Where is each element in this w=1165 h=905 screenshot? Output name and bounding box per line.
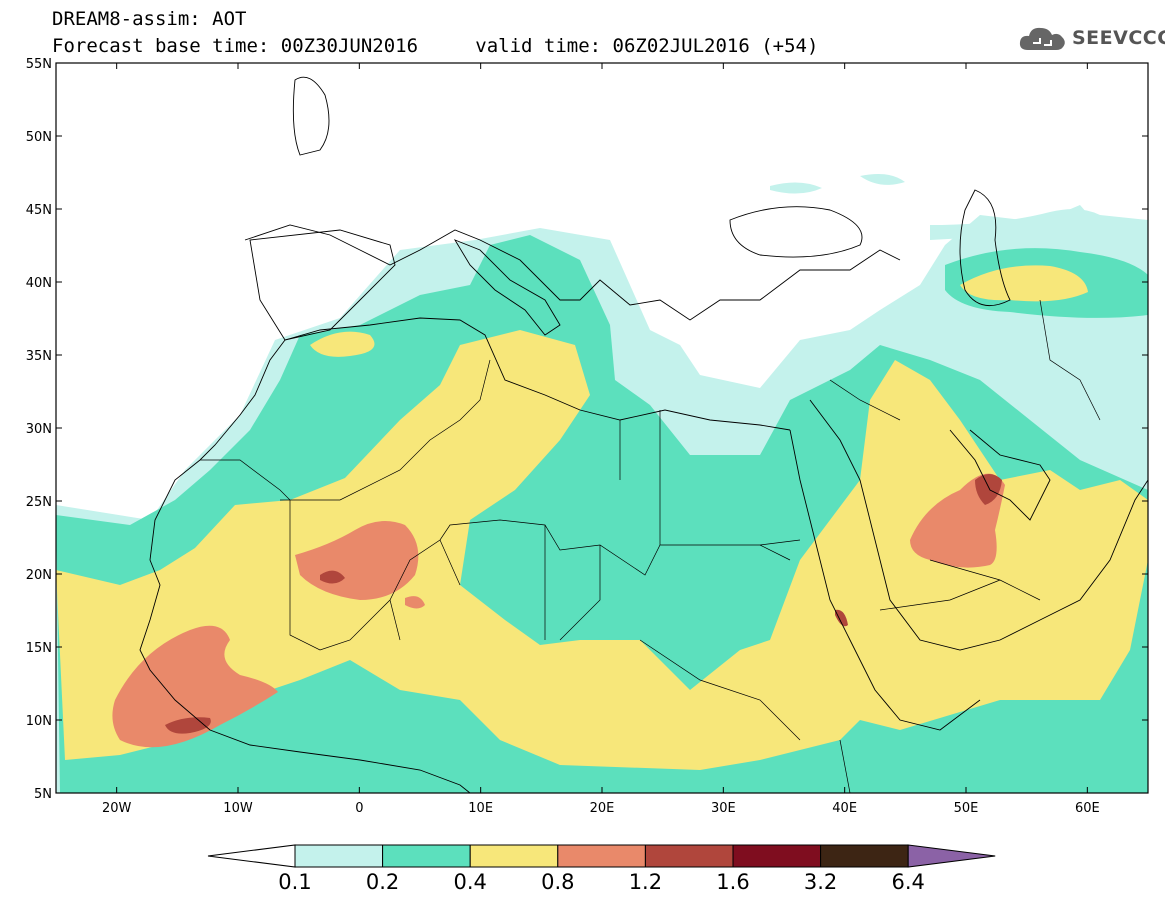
colorbar-label: 0.8	[541, 870, 574, 894]
colorbar-swatch	[557, 844, 646, 868]
coastline-iberia	[249, 229, 396, 341]
cloud-icon	[1019, 27, 1065, 50]
aot-field-0.8	[112, 625, 278, 748]
lat-tick-label: 25N	[26, 495, 52, 510]
lon-tick-label: 50E	[954, 801, 979, 816]
time-info: Forecast base time: 00Z30JUN2016 valid t…	[52, 36, 818, 57]
coastline-europe	[244, 224, 901, 321]
lat-tick-label: 20N	[26, 568, 52, 583]
colorbar-arrow-low	[207, 844, 296, 868]
lon-tick-label: 60E	[1075, 801, 1100, 816]
lat-tick-label: 10N	[26, 714, 52, 729]
coastline-north-africa	[284, 317, 791, 431]
lon-tick-label: 20E	[590, 801, 615, 816]
colorbar-swatch	[820, 844, 909, 868]
lon-tick-label: 10W	[223, 801, 253, 816]
colorbar-label: 3.2	[804, 870, 837, 894]
colorbar-label: 0.1	[278, 870, 311, 894]
lat-tick-label: 40N	[26, 276, 52, 291]
lat-tick-label: 15N	[26, 641, 52, 656]
colorbar-arrow-high	[907, 844, 996, 868]
lat-tick-label: 50N	[26, 130, 52, 145]
lon-tick-label: 30E	[711, 801, 736, 816]
colorbar-swatch	[469, 844, 559, 868]
border-lines	[200, 299, 1101, 793]
coastline-africa-west	[139, 339, 471, 793]
lat-tick-label: 30N	[26, 422, 52, 437]
colorbar-label: 6.4	[891, 870, 924, 894]
colorbar-swatch	[732, 844, 822, 868]
aot-field-0.4-north	[310, 265, 1088, 357]
lon-tick-label: 40E	[832, 801, 857, 816]
aot-fields	[56, 174, 1148, 793]
lat-tick-label: 35N	[26, 349, 52, 364]
coastline-uk	[292, 76, 330, 156]
colorbar-swatch	[644, 844, 734, 868]
valid-time: valid time: 06Z02JUL2016 (+54)	[475, 35, 819, 57]
coastline-black-sea	[729, 206, 863, 258]
lat-tick-label: 55N	[26, 57, 52, 72]
colorbar-label: 0.2	[366, 870, 399, 894]
geographic-boundaries	[139, 76, 1148, 793]
axis-ticks: 55N 50N 45N 40N 35N 30N 25N 20N 15N 10N 5N 20W 10W 0 1…	[26, 57, 1148, 816]
lat-tick-label: 45N	[26, 203, 52, 218]
coastline-arabia	[809, 399, 1148, 651]
colorbar-label: 1.6	[716, 870, 749, 894]
forecast-base-time: Forecast base time: 00Z30JUN2016	[52, 35, 419, 57]
colorbar-label: 0.4	[453, 870, 486, 894]
colorbar-swatch	[382, 844, 471, 868]
colorbar-label: 1.2	[629, 870, 662, 894]
coastline-caspian	[959, 189, 1011, 307]
aot-field-0.8-sahel	[295, 521, 425, 609]
colorbar-swatch	[294, 844, 384, 868]
coastline-gulf	[949, 429, 1051, 521]
aot-field-0.4	[56, 330, 1148, 770]
lon-tick-label: 10E	[468, 801, 493, 816]
aot-field-0.1-north	[770, 174, 1148, 245]
logo-text: SEEVCCC	[1072, 27, 1165, 49]
colorbar: 0.1 0.2 0.4 0.8 1.2 1.6 3.2 6.4	[207, 844, 996, 894]
lat-tick-label: 5N	[34, 787, 52, 802]
map-title: DREAM8-assim: AOT	[52, 8, 247, 30]
coastline-red-sea-west	[789, 429, 981, 731]
lon-tick-label: 20W	[102, 801, 132, 816]
lon-tick-label: 0	[355, 801, 363, 816]
coastline-italy	[453, 239, 561, 336]
seevccc-logo: SEEVCCC	[1018, 22, 1165, 54]
